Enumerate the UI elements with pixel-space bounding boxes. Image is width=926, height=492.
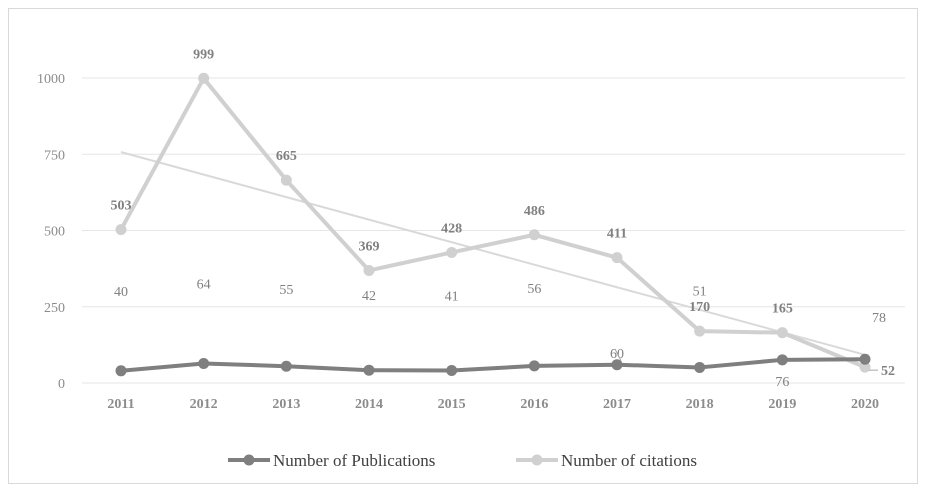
citations-point <box>694 325 706 337</box>
x-tick-label: 2015 <box>438 397 466 412</box>
citations-data-label: 411 <box>607 227 627 242</box>
publications-point <box>363 364 375 376</box>
x-tick-label: 2012 <box>190 397 218 412</box>
x-tick-label: 2013 <box>272 397 300 412</box>
publications-data-label: 41 <box>445 289 459 304</box>
label-leader-line <box>614 348 622 361</box>
publications-data-label: 42 <box>362 289 376 304</box>
citations-data-label: 999 <box>193 47 214 62</box>
citations-point <box>198 72 210 84</box>
y-axis: 0 250 500 750 1000 <box>37 72 65 392</box>
citations-point <box>611 252 623 264</box>
publications-data-label: 40 <box>114 285 128 300</box>
y-tick-label: 1000 <box>37 72 65 87</box>
citations-point <box>776 327 788 339</box>
y-tick-label: 500 <box>44 225 65 240</box>
citations-point <box>528 229 540 241</box>
citations-point <box>280 174 292 186</box>
publications-data-label: 76 <box>775 375 789 390</box>
citations-data-label: 165 <box>772 302 793 317</box>
citations-point <box>115 224 127 236</box>
publications-data-label: 55 <box>279 283 293 298</box>
publications-point <box>446 364 458 376</box>
publications-point <box>280 360 292 372</box>
y-tick-label: 250 <box>44 301 65 316</box>
legend: Number of Publications Number of citation… <box>228 451 697 470</box>
legend-item: Number of citations <box>516 451 697 470</box>
x-tick-label: 2019 <box>768 397 796 412</box>
publications-point <box>115 365 127 377</box>
publications-point <box>198 357 210 369</box>
publications-data-label: 56 <box>527 282 541 297</box>
citations-point <box>859 361 871 373</box>
x-tick-label: 2016 <box>520 397 548 412</box>
publications-data-label: 64 <box>197 277 211 292</box>
citations-data-label: 665 <box>276 149 297 164</box>
citations-data-label: 170 <box>689 300 710 315</box>
x-tick-label: 2017 <box>603 397 631 412</box>
y-tick-label: 0 <box>58 377 65 392</box>
publications-data-label: 60 <box>610 347 624 362</box>
series-lines <box>115 72 871 377</box>
citations-data-label: 369 <box>359 239 380 254</box>
legend-swatch-marker <box>243 454 255 466</box>
publications-line <box>120 357 866 373</box>
citations-data-label: 503 <box>111 199 132 214</box>
citations-line <box>119 76 866 369</box>
publications-point <box>694 361 706 373</box>
citations-point <box>446 246 458 258</box>
citations-point <box>363 264 375 276</box>
publications-data-label: 78 <box>872 311 886 326</box>
legend-label: Number of citations <box>561 451 697 470</box>
x-tick-label: 2011 <box>107 397 134 412</box>
x-tick-label: 2014 <box>355 397 383 412</box>
publications-point <box>611 359 623 371</box>
publications-data-label: 51 <box>693 284 707 299</box>
legend-item: Number of Publications <box>228 451 435 470</box>
x-tick-label: 2020 <box>851 397 879 412</box>
trendline <box>120 151 866 356</box>
publications-point <box>776 354 788 366</box>
legend-label: Number of Publications <box>273 451 435 470</box>
y-tick-label: 750 <box>44 148 65 163</box>
x-tick-label: 2018 <box>686 397 714 412</box>
citations-data-label: 52 <box>881 364 895 379</box>
publications-point <box>528 360 540 372</box>
citations-data-label: 428 <box>441 221 462 236</box>
data-labels: 40 64 55 42 41 56 60 51 76 78 503 999 665 369 428 486 41… <box>111 47 896 390</box>
legend-swatch-marker <box>531 454 543 466</box>
publications-point <box>859 353 871 365</box>
x-axis: 2011 2012 2013 2014 2015 2016 2017 2018 2019 2020 <box>107 397 879 412</box>
citations-trendline <box>120 151 866 356</box>
gridlines <box>82 77 905 384</box>
citations-data-label: 486 <box>524 204 545 219</box>
